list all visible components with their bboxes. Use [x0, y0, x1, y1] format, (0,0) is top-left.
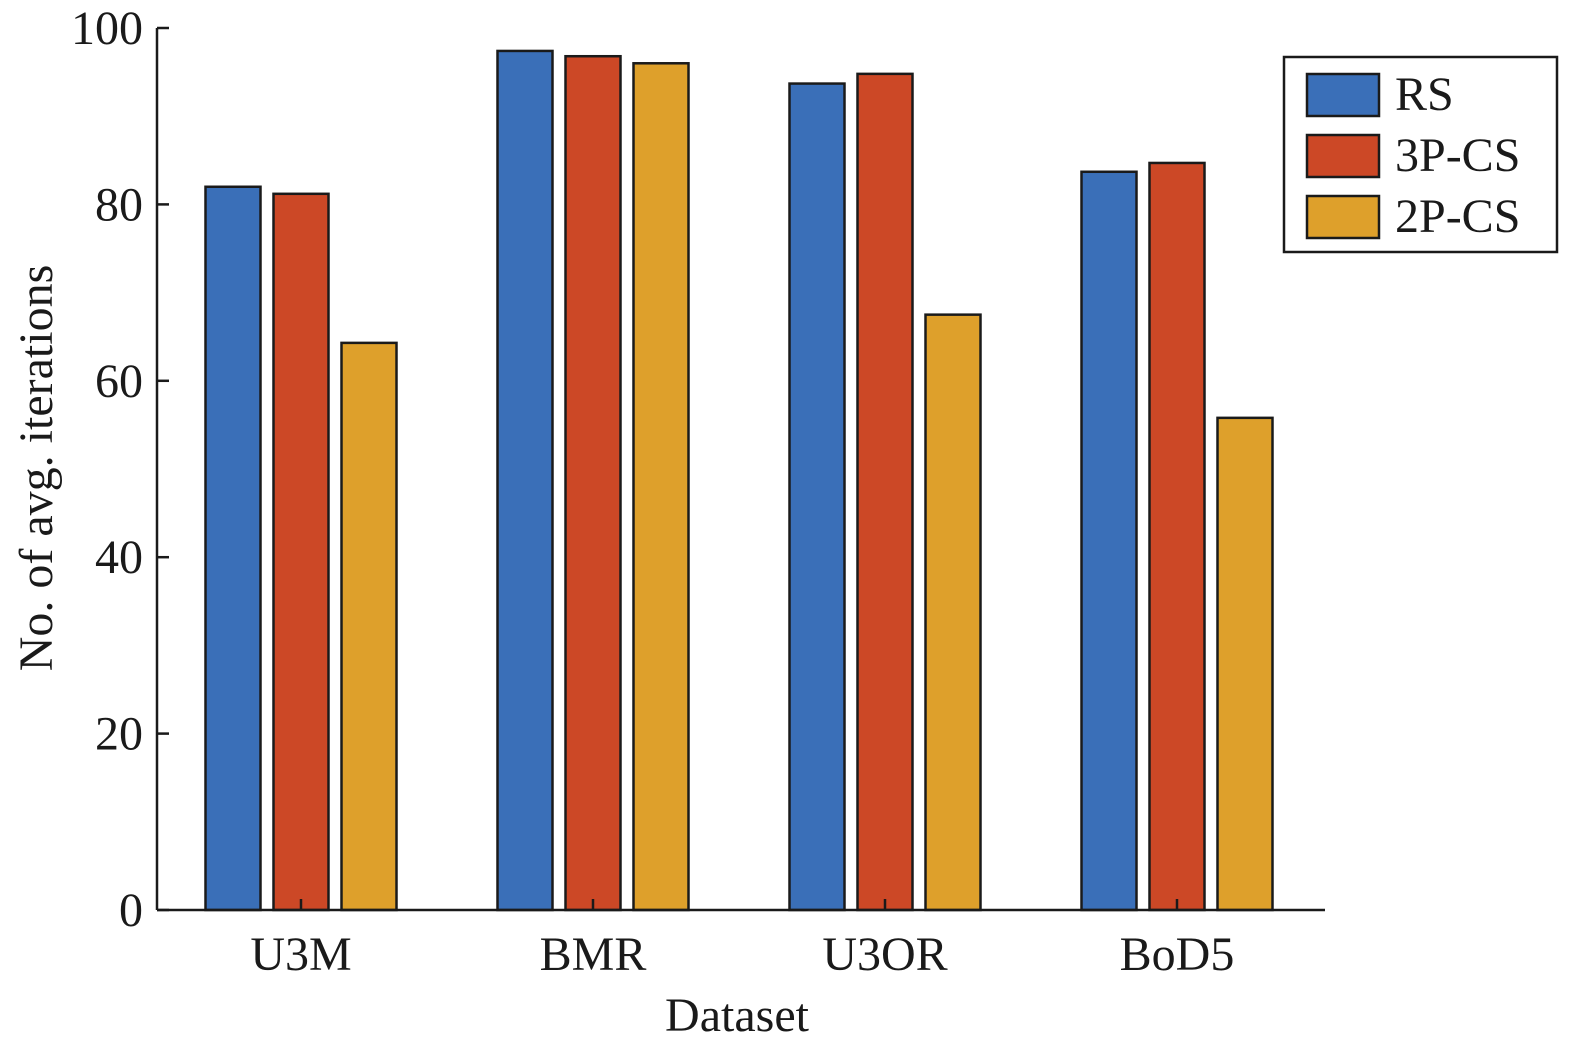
y-tick-label-80: 80 [95, 178, 143, 231]
x-axis-title: Dataset [665, 989, 810, 1042]
bar-u3or-rs [788, 82, 846, 912]
bar-bod5-2p-cs [1216, 416, 1274, 912]
y-tick-label-100: 100 [71, 2, 143, 55]
x-tick-label-u3m: U3M [250, 928, 351, 981]
bar-bmr-rs [496, 49, 554, 912]
axes-layer [155, 28, 1325, 912]
bar-bod5-3p-cs [1148, 161, 1206, 912]
bar-u3m-3p-cs [272, 192, 330, 912]
bar-u3or-3p-cs [856, 72, 914, 912]
y-tick-label-40: 40 [95, 531, 143, 584]
x-tick-label-bod5: BoD5 [1120, 928, 1235, 981]
bar-u3or-2p-cs [924, 313, 982, 912]
bar-bod5-rs [1080, 170, 1138, 912]
legend-label-3p-cs: 3P-CS [1395, 129, 1520, 182]
ticks-layer: U3M BMR U3OR BoD5 0 20 40 60 80 100 [71, 2, 1234, 981]
x-tick-label-bmr: BMR [540, 928, 647, 981]
legend-label-2p-cs: 2P-CS [1395, 190, 1520, 243]
bar-u3m-2p-cs [340, 341, 398, 912]
y-axis-title: No. of avg. iterations [10, 265, 63, 672]
legend-swatch-2p-cs [1305, 194, 1381, 240]
legend-swatch-rs [1305, 72, 1381, 118]
legend-swatch-3p-cs [1305, 133, 1381, 179]
bar-bmr-2p-cs [632, 62, 690, 912]
legend-label-rs: RS [1395, 68, 1454, 121]
y-tick-label-0: 0 [119, 884, 143, 937]
y-tick-label-20: 20 [95, 708, 143, 761]
bar-u3m-rs [204, 185, 262, 912]
y-tick-label-60: 60 [95, 355, 143, 408]
x-tick-label-u3or: U3OR [822, 928, 947, 981]
legend: RS 3P-CS 2P-CS [1282, 55, 1559, 254]
bars-layer [204, 49, 1274, 912]
bar-bmr-3p-cs [564, 54, 622, 912]
